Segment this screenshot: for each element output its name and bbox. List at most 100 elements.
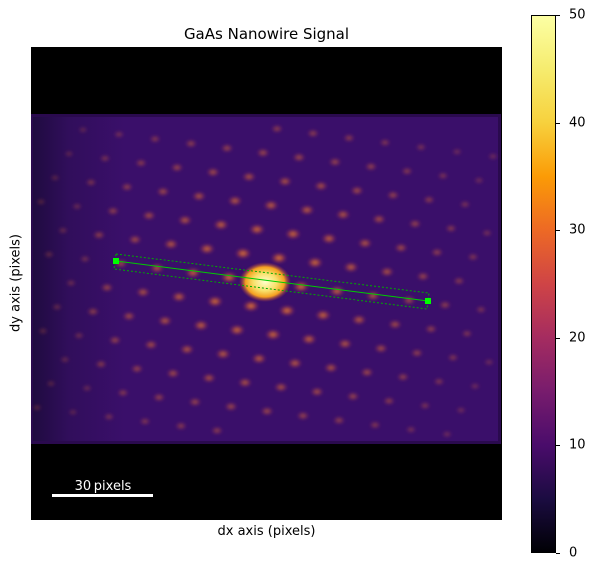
- diffraction-spot: [388, 319, 402, 330]
- profile-end-handle[interactable]: [425, 298, 431, 304]
- diffraction-spot: [379, 266, 395, 277]
- diffraction-spot: [342, 133, 356, 143]
- diffraction-spot: [323, 362, 339, 373]
- diffraction-spot: [296, 411, 310, 421]
- colorbar: [531, 15, 556, 553]
- diffraction-spot: [94, 359, 108, 369]
- diffraction-spot: [306, 257, 324, 269]
- diffraction-spot: [213, 219, 229, 231]
- diffraction-spot: [467, 252, 479, 262]
- diffraction-spot: [475, 305, 487, 314]
- colorbar-tick-mark: [556, 230, 560, 231]
- diffraction-spot: [306, 129, 320, 138]
- diffraction-spot: [170, 163, 184, 173]
- diffraction-spot: [31, 404, 43, 412]
- diffraction-spot: [174, 421, 188, 431]
- diffraction-spot: [410, 348, 424, 358]
- diffraction-spot: [364, 162, 378, 171]
- diffraction-spot: [251, 353, 267, 364]
- diffraction-spot: [343, 262, 359, 273]
- profile-line[interactable]: [115, 260, 429, 302]
- diffraction-spot: [408, 219, 422, 229]
- diffraction-spot: [99, 154, 111, 163]
- diffraction-spot: [441, 430, 453, 439]
- diffraction-spot: [374, 343, 388, 354]
- diffraction-spot: [201, 373, 217, 383]
- diffraction-spot: [130, 364, 144, 374]
- diffraction-spot: [455, 406, 467, 415]
- diffraction-spot: [379, 138, 391, 147]
- diffraction-spot: [149, 263, 165, 274]
- diffraction-spot: [237, 377, 253, 388]
- diffraction-spot: [382, 396, 396, 406]
- diffraction-spot: [227, 195, 243, 206]
- colorbar-tick-mark: [556, 123, 560, 124]
- diffraction-spot: [451, 148, 463, 156]
- diffraction-spot: [65, 279, 77, 287]
- diffraction-spot: [134, 158, 148, 168]
- diffraction-spot: [188, 397, 202, 407]
- diffraction-spot: [142, 210, 156, 221]
- diffraction-spot: [369, 420, 381, 430]
- diffraction-spot: [113, 130, 125, 139]
- diffraction-spot: [273, 382, 289, 393]
- diffraction-spot: [270, 124, 284, 134]
- diffraction-spot: [372, 214, 386, 224]
- line-profile-roi[interactable]: [113, 253, 431, 310]
- diffraction-spot: [185, 267, 201, 279]
- diffraction-spot: [260, 406, 274, 416]
- diffraction-spot: [37, 327, 49, 335]
- detector-border: [31, 114, 501, 444]
- diffraction-spot: [135, 287, 151, 298]
- diffraction-spot: [402, 295, 416, 306]
- diffraction-spot: [144, 340, 158, 350]
- diffraction-spot: [278, 305, 296, 317]
- diffraction-spot: [224, 402, 238, 412]
- diffraction-spot: [92, 230, 106, 240]
- diffraction-spot: [79, 255, 91, 263]
- diffraction-spot: [473, 176, 485, 185]
- diffraction-spot: [469, 382, 481, 391]
- y-axis-label: dy axis (pixels): [8, 234, 24, 332]
- colorbar-tick-mark: [556, 553, 560, 554]
- diffraction-spot: [139, 417, 151, 426]
- diffraction-spot: [128, 234, 142, 245]
- diffraction-spot: [264, 329, 282, 340]
- diffraction-spot: [447, 353, 459, 362]
- scalebar-label: 30 pixels: [74, 479, 132, 494]
- diffraction-spot: [487, 152, 499, 161]
- diffraction-spot: [63, 150, 75, 158]
- diffraction-spot: [43, 250, 55, 259]
- diffraction-spot: [350, 185, 364, 196]
- diffraction-spot: [430, 248, 444, 257]
- diffraction-spot: [483, 358, 495, 367]
- diffraction-spot: [292, 280, 310, 293]
- diffraction-spot: [444, 224, 458, 233]
- diffraction-spot: [313, 181, 329, 191]
- colorbar-tick-label: 40: [569, 115, 586, 131]
- diffraction-spot: [437, 171, 449, 180]
- diffraction-spot: [152, 393, 166, 402]
- diffraction-image[interactable]: [31, 47, 502, 520]
- diffraction-spot: [116, 388, 130, 397]
- diffraction-spot: [292, 152, 306, 162]
- diffraction-spot: [329, 285, 345, 297]
- diffraction-spot: [86, 307, 100, 316]
- diffraction-spot: [357, 238, 373, 249]
- diffraction-spot: [85, 178, 97, 187]
- diffraction-spot: [156, 186, 170, 197]
- diffraction-spot: [256, 148, 270, 158]
- diffraction-svg: [31, 47, 502, 520]
- colorbar-tick-label: 10: [569, 437, 586, 453]
- diffraction-spot: [277, 176, 293, 187]
- diffraction-spot: [396, 372, 410, 382]
- diffraction-spot: [157, 315, 173, 326]
- diffraction-spot: [461, 329, 473, 338]
- diffraction-spot: [287, 358, 303, 369]
- diffraction-spot: [206, 295, 224, 307]
- diffraction-spot: [184, 139, 198, 148]
- diffraction-spot: [220, 143, 234, 153]
- diffraction-spot: [315, 309, 331, 321]
- profile-start-handle[interactable]: [113, 258, 119, 264]
